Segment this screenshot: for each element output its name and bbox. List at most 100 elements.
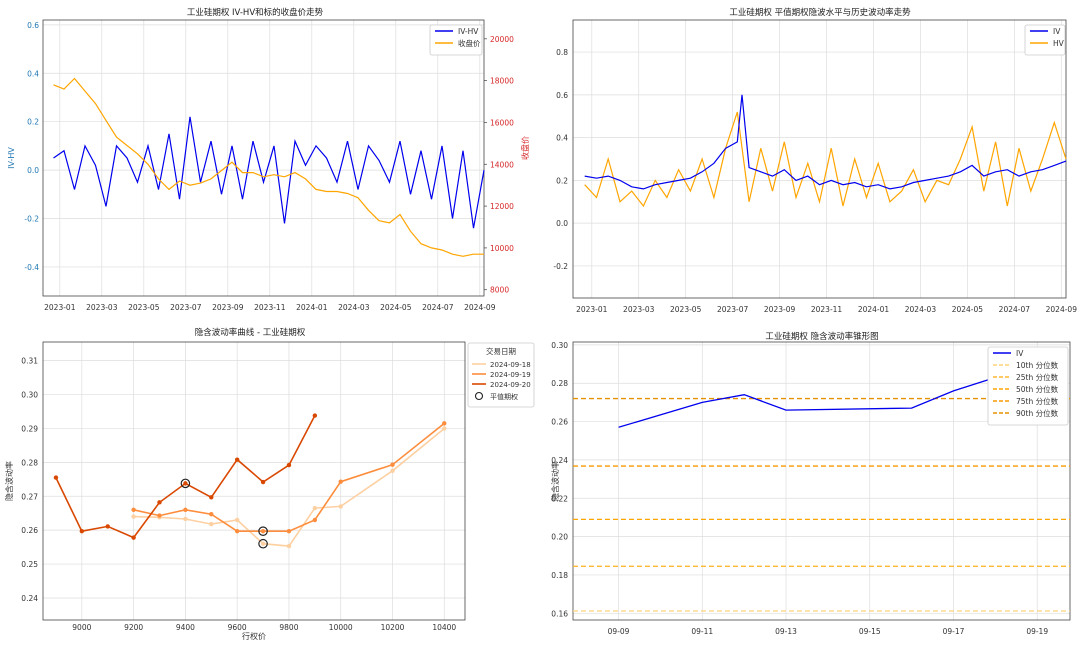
y-tick-label: -0.2 (553, 262, 568, 271)
x-tick-label: 09-13 (775, 627, 797, 636)
x-tick-label: 2023-03 (86, 303, 118, 312)
series-line (53, 77, 484, 257)
x-tick-label: 9400 (176, 623, 195, 632)
x-tick-label: 2024-05 (380, 303, 412, 312)
y-tick-label: 0.28 (551, 379, 568, 388)
legend-entry: 10th 分位数 (1016, 360, 1059, 370)
x-tick-label: 09-09 (608, 627, 630, 636)
panel-smile: 9000 9200 9400 9600 9800 10000 10200 10400 0.24 0… (4, 327, 535, 641)
chart-title: 工业硅期权 隐含波动率锥形图 (765, 331, 878, 342)
data-point (209, 512, 214, 517)
x-tick-label: 2023-05 (670, 305, 702, 314)
y-tick-label: 0.27 (21, 492, 38, 501)
y-axis-label: IV-HV (7, 147, 16, 169)
chart-title: 工业硅期权 IV-HV和标的收盘价走势 (187, 7, 324, 18)
data-point (390, 468, 395, 474)
legend-box (429, 24, 483, 56)
series-line (618, 376, 996, 428)
x-tick-label: 2024-03 (338, 303, 370, 312)
atm-marker (258, 526, 268, 536)
atm-marker (180, 478, 191, 489)
data-point (131, 535, 136, 540)
data-point (234, 517, 240, 523)
data-point (209, 495, 214, 500)
x-tick-label: 2024-01 (858, 305, 890, 314)
y-axis-label: 隐含波动率 (4, 461, 14, 501)
y-tick-label: 0.30 (21, 391, 38, 400)
legend-entry: IV (1053, 27, 1061, 36)
panel3-plot-frame (42, 341, 466, 621)
legend-entry: 2024-09-19 (490, 371, 531, 379)
y-tick-label: -0.4 (24, 263, 39, 272)
x-tick-label: 2023-01 (576, 305, 608, 314)
y-tick-label: 0.0 (556, 219, 568, 228)
data-point (286, 462, 292, 468)
data-point (312, 517, 318, 523)
data-point (260, 528, 266, 534)
x-tick-label: 9800 (279, 623, 298, 632)
y2-tick-label: 10000 (490, 244, 514, 253)
series-line (584, 94, 1067, 190)
data-point (234, 457, 240, 462)
y-tick-label: 0.22 (551, 494, 568, 503)
y-tick-label: 0.0 (27, 166, 39, 175)
x-tick-label: 2024-03 (905, 305, 937, 314)
y-tick-label: 0.24 (21, 594, 38, 603)
data-point (260, 479, 266, 485)
x-tick-label: 2023-11 (811, 305, 843, 314)
x-axis-label: 行权价 (242, 631, 266, 641)
x-tick-label: 2023-11 (254, 303, 286, 312)
chart-title: 工业硅期权 平值期权隐波水平与历史波动率走势 (729, 7, 911, 18)
data-point (157, 500, 162, 505)
y-tick-label: 0.25 (21, 560, 38, 569)
panel-ivhv-close: 2023-01 2023-03 2023-05 2023-07 2023-09 2023-… (7, 7, 530, 312)
data-point (105, 524, 110, 529)
x-tick-label: 10200 (381, 623, 405, 632)
y2-tick-label: 18000 (490, 77, 514, 86)
x-tick-label: 10400 (432, 623, 456, 632)
legend-box (467, 342, 535, 408)
x-tick-label: 2023-07 (170, 303, 202, 312)
y-tick-label: 0.30 (551, 341, 568, 350)
panel4-plot-frame (572, 341, 1071, 621)
y-tick-label: 0.2 (556, 176, 568, 185)
data-point (131, 507, 136, 513)
y-tick-label: 0.20 (551, 533, 568, 542)
x-tick-label: 2024-07 (999, 305, 1031, 314)
x-tick-label: 9200 (124, 623, 143, 632)
x-tick-label: 10000 (329, 623, 353, 632)
legend-entry: 25th 分位数 (1016, 372, 1059, 382)
y-tick-label: 0.6 (556, 91, 568, 100)
data-point (286, 543, 292, 549)
legend-box (1024, 24, 1066, 56)
x-tick-label: 09-17 (943, 627, 965, 636)
legend-atm-swatch (474, 391, 484, 401)
data-point (209, 521, 214, 527)
panel-iv-hv: 2023-01 2023-03 2023-05 2023-07 2023-09 2023-… (553, 7, 1077, 314)
x-tick-label: 09-19 (1026, 627, 1048, 636)
x-tick-label: 2023-03 (623, 305, 655, 314)
data-point (338, 504, 343, 509)
data-point (260, 541, 266, 546)
x-tick-label: 2023-09 (212, 303, 244, 312)
data-point (234, 528, 240, 534)
y2-tick-label: 12000 (490, 202, 514, 211)
y-tick-label: 0.26 (21, 526, 38, 535)
y-tick-label: 0.29 (21, 424, 38, 433)
data-point (183, 507, 188, 513)
chart-title: 隐含波动率曲线 - 工业硅期权 (195, 327, 306, 338)
data-point (131, 514, 136, 519)
series-line (584, 111, 1067, 208)
legend-entry: 平值期权 (490, 392, 518, 401)
y2-tick-label: 16000 (490, 118, 514, 127)
y-tick-label: 0.4 (27, 69, 39, 78)
data-point (183, 481, 188, 486)
x-tick-label: 2024-09 (1046, 305, 1078, 314)
data-point (390, 462, 395, 467)
x-tick-label: 2024-05 (952, 305, 984, 314)
legend-entry: IV (1016, 349, 1024, 358)
legend-box (987, 346, 1069, 426)
legend-entry: IV-HV (458, 27, 479, 36)
data-point (442, 421, 447, 426)
data-point (183, 516, 188, 522)
